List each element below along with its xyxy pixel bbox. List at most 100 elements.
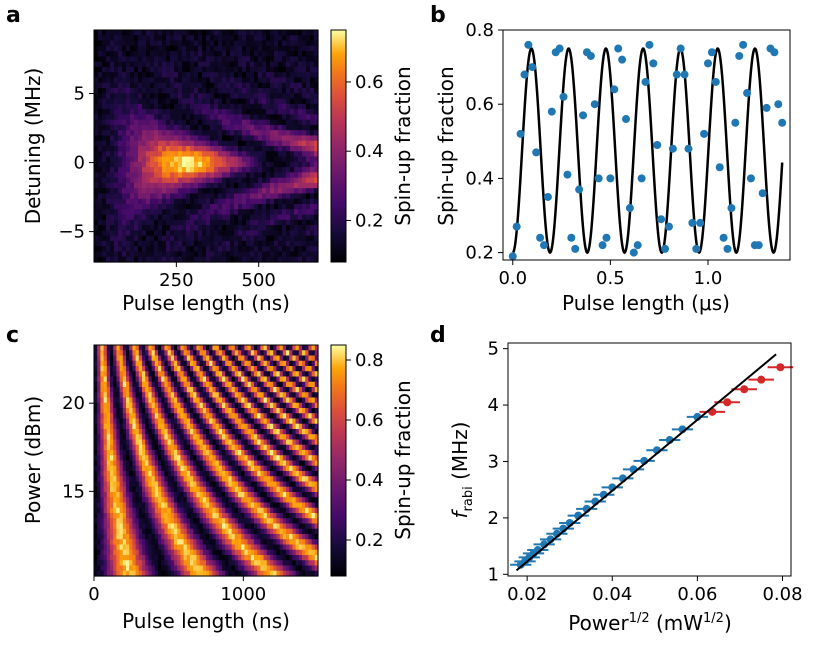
heat-cell <box>250 125 255 131</box>
heat-cell <box>142 172 147 178</box>
heat-cell <box>290 51 295 57</box>
heat-cell <box>182 146 187 152</box>
heat-cell <box>246 72 251 78</box>
heat-cell <box>106 230 111 236</box>
heat-cell <box>142 99 147 105</box>
heat-cell <box>202 30 207 36</box>
heat-cell <box>198 178 203 184</box>
heat-cell <box>198 62 203 68</box>
heat-cell <box>126 246 131 252</box>
heat-cell <box>194 199 199 205</box>
heat-cell <box>306 151 311 157</box>
heat-cell <box>122 178 127 184</box>
heat-cell <box>262 67 267 73</box>
heat-cell <box>266 157 271 163</box>
heat-cell <box>286 246 291 252</box>
heat-cell <box>234 241 239 247</box>
heat-cell <box>162 120 167 126</box>
heat-cell <box>210 120 215 126</box>
heat-cell <box>226 146 231 152</box>
heat-cell <box>162 77 167 83</box>
heat-cell <box>146 146 151 152</box>
heat-cell <box>190 114 195 120</box>
heat-cell <box>238 77 243 83</box>
heat-cell <box>114 162 119 168</box>
heat-cell <box>298 157 303 163</box>
heat-cell <box>162 183 167 189</box>
heat-cell <box>230 41 235 47</box>
heat-cell <box>290 77 295 83</box>
heat-cell <box>174 183 179 189</box>
heat-cell <box>230 172 235 178</box>
heat-cell <box>166 130 171 136</box>
heat-cell <box>198 199 203 205</box>
heat-cell <box>230 56 235 62</box>
heat-cell <box>274 225 279 231</box>
heat-cell <box>262 215 267 221</box>
heat-cell <box>146 220 151 226</box>
heat-cell <box>214 62 219 68</box>
heat-cell <box>262 83 267 89</box>
heat-cell <box>310 99 315 105</box>
heat-cell <box>298 83 303 89</box>
heat-cell <box>298 109 303 115</box>
heat-cell <box>94 225 99 231</box>
heat-cell <box>154 172 159 178</box>
heatmap-c-cells <box>94 345 319 577</box>
heat-cell <box>246 35 251 41</box>
heat-cell <box>182 67 187 73</box>
heat-cell <box>166 167 171 173</box>
heat-cell <box>206 72 211 78</box>
heat-cell <box>130 62 135 68</box>
heat-cell <box>150 35 155 41</box>
heat-cell <box>190 241 195 247</box>
heat-cell <box>154 30 159 36</box>
heat-cell <box>110 77 115 83</box>
heat-cell <box>106 151 111 157</box>
heat-cell <box>298 209 303 215</box>
heat-cell <box>222 162 227 168</box>
data-point <box>556 45 564 53</box>
heat-cell <box>202 72 207 78</box>
heat-cell <box>106 199 111 205</box>
heat-cell <box>114 35 119 41</box>
heat-cell <box>266 83 271 89</box>
heat-cell <box>170 30 175 36</box>
heat-cell <box>290 141 295 147</box>
heat-cell <box>230 72 235 78</box>
heat-cell <box>286 51 291 57</box>
heat-cell <box>174 30 179 36</box>
heat-cell <box>210 162 215 168</box>
heat-cell <box>246 204 251 210</box>
heat-cell <box>278 188 283 194</box>
heat-cell <box>138 251 143 257</box>
heat-cell <box>214 51 219 57</box>
heat-cell <box>258 56 263 62</box>
heat-cell <box>206 88 211 94</box>
heat-cell <box>262 236 267 242</box>
heat-cell <box>258 230 263 236</box>
heat-cell <box>302 41 307 47</box>
heat-cell <box>270 220 275 226</box>
heat-cell <box>114 67 119 73</box>
heat-cell <box>306 230 311 236</box>
heat-cell <box>306 246 311 252</box>
heat-cell <box>142 215 147 221</box>
heat-cell <box>206 30 211 36</box>
heat-cell <box>290 30 295 36</box>
heat-cell <box>94 67 99 73</box>
heat-cell <box>242 204 247 210</box>
heat-cell <box>298 135 303 141</box>
heat-cell <box>290 172 295 178</box>
heat-cell <box>166 157 171 163</box>
heat-cell <box>110 99 115 105</box>
heat-cell <box>258 251 263 257</box>
heat-cell <box>174 56 179 62</box>
heat-cell <box>186 30 191 36</box>
heat-cell <box>94 204 99 210</box>
heat-cell <box>210 56 215 62</box>
heat-cell <box>254 83 259 89</box>
heat-cell <box>198 93 203 99</box>
heat-cell <box>222 167 227 173</box>
data-point <box>591 100 599 108</box>
